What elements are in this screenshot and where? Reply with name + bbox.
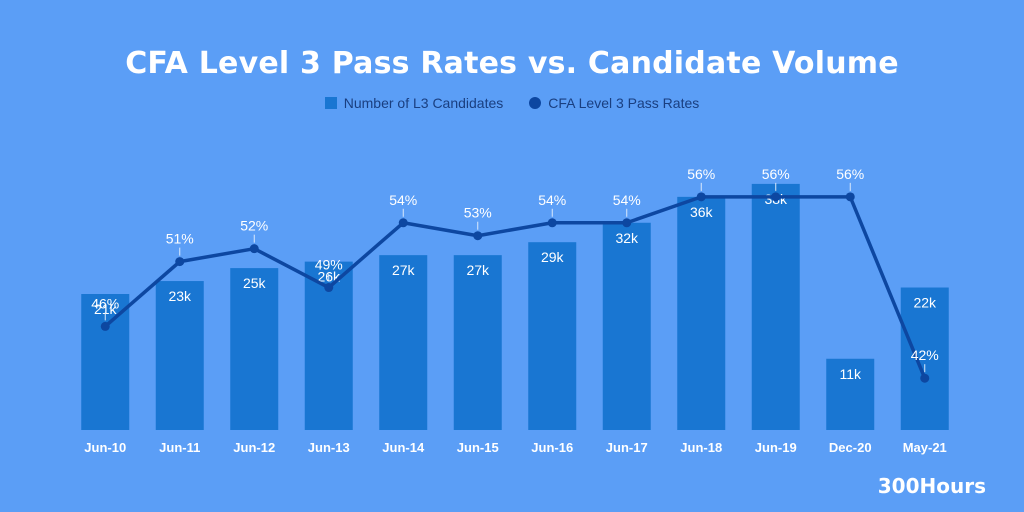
x-tick-label: Dec-20 [829,440,872,455]
x-tick-label: Jun-19 [755,440,797,455]
legend-label-pass-rates: CFA Level 3 Pass Rates [548,95,700,111]
bar-Jun-15 [453,255,502,430]
pass-rate-point-Jun-17 [622,218,632,228]
pass-rate-label: 56% [836,166,864,182]
pass-rate-label: 53% [464,205,492,221]
pass-rate-label: 51% [166,231,194,247]
bar-value-label: 11k [839,366,862,382]
bar-Jun-12 [230,268,279,430]
legend-entry-candidates: Number of L3 Candidates [324,95,504,111]
pass-rate-point-Jun-10 [100,321,110,331]
pass-rate-label: 54% [613,192,641,208]
x-tick-label: May-21 [903,440,947,455]
bar-Jun-14 [379,255,428,430]
pass-rate-label: 56% [687,166,715,182]
chart-title: CFA Level 3 Pass Rates vs. Candidate Vol… [125,46,899,81]
x-tick-label: Jun-14 [382,440,425,455]
pass-rate-label: 54% [538,192,566,208]
pass-rate-point-Jun-19 [771,192,781,202]
bar-Jun-19 [751,183,800,430]
pass-rate-label: 54% [389,192,417,208]
pass-rate-point-Jun-14 [398,218,408,228]
pass-rate-point-Jun-18 [696,192,706,202]
bar-Jun-18 [677,196,726,430]
bar-value-label: 21k [94,301,118,317]
chart-legend: Number of L3 Candidates CFA Level 3 Pass… [0,95,1024,111]
bar-value-label: 27k [392,262,416,278]
legend-entry-pass-rates: CFA Level 3 Pass Rates [529,95,699,111]
pass-rate-label: 56% [762,166,790,182]
pass-rate-point-Jun-12 [249,244,259,254]
bar-Jun-17 [602,222,651,430]
pass-rate-point-Dec-20 [845,192,855,202]
bar-Dec-20 [826,358,875,430]
bar-value-label: 27k [466,262,490,278]
bar-value-label: 22k [913,295,937,311]
bar-swatch-icon [324,97,337,109]
bar-value-label: 23k [168,288,192,304]
x-tick-label: Jun-13 [308,440,350,455]
x-tick-label: Jun-10 [84,440,126,455]
x-tick-label: Jun-18 [680,440,722,455]
bar-value-label: 29k [541,249,565,265]
bar-Jun-11 [155,281,204,430]
x-tick-label: Jun-17 [606,440,648,455]
pass-rate-line [104,195,927,379]
pass-rate-point-Jun-15 [473,231,483,241]
bar-Jun-16 [528,242,577,430]
bar-value-label: 36k [690,204,714,220]
pass-rate-point-May-21 [920,373,930,383]
pass-rate-point-Jun-13 [324,283,334,293]
dot-swatch-icon [529,97,542,109]
bar-May-21 [900,287,949,430]
pass-rate-point-Jun-11 [175,257,185,267]
bar-value-label: 25k [243,275,267,291]
x-tick-label: Jun-12 [233,440,275,455]
legend-label-candidates: Number of L3 Candidates [343,95,504,111]
x-tick-label: Jun-15 [457,440,499,455]
pass-rate-label: 42% [911,347,939,363]
x-tick-label: Jun-16 [531,440,573,455]
pass-rate-label: 49% [315,257,343,273]
pass-rate-label: 46% [91,295,119,311]
x-tick-label: Jun-11 [159,440,200,455]
pass-rate-point-Jun-16 [547,218,557,228]
brand-logo: 300Hours [877,474,986,498]
bar-value-label: 32k [615,230,639,246]
pass-rate-label: 52% [240,218,268,234]
